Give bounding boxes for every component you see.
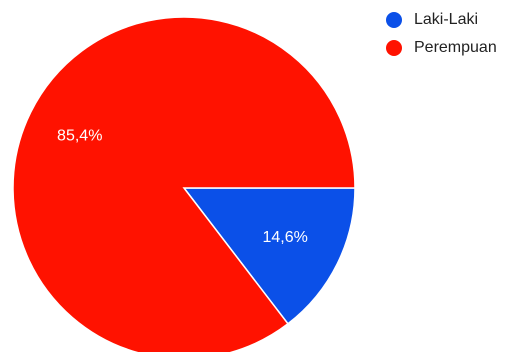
chart-legend: Laki-Laki Perempuan [386, 10, 497, 58]
slice-label-perempuan: 85,4% [57, 128, 102, 145]
slice-label-laki-laki: 14,6% [263, 229, 308, 246]
pie-slice-laki-laki[interactable] [182, 187, 356, 325]
legend-item-laki-laki[interactable]: Laki-Laki [386, 10, 497, 30]
pie-slice-perempuan[interactable] [12, 16, 356, 352]
legend-swatch-perempuan [386, 40, 402, 56]
pie-slice-labels: 14,6% 85,4% [57, 128, 308, 246]
legend-label-laki-laki: Laki-Laki [414, 11, 479, 28]
legend-item-perempuan[interactable]: Perempuan [386, 38, 497, 58]
legend-swatch-laki-laki [386, 12, 402, 28]
legend-label-perempuan: Perempuan [414, 39, 497, 56]
pie-slices [12, 16, 356, 352]
